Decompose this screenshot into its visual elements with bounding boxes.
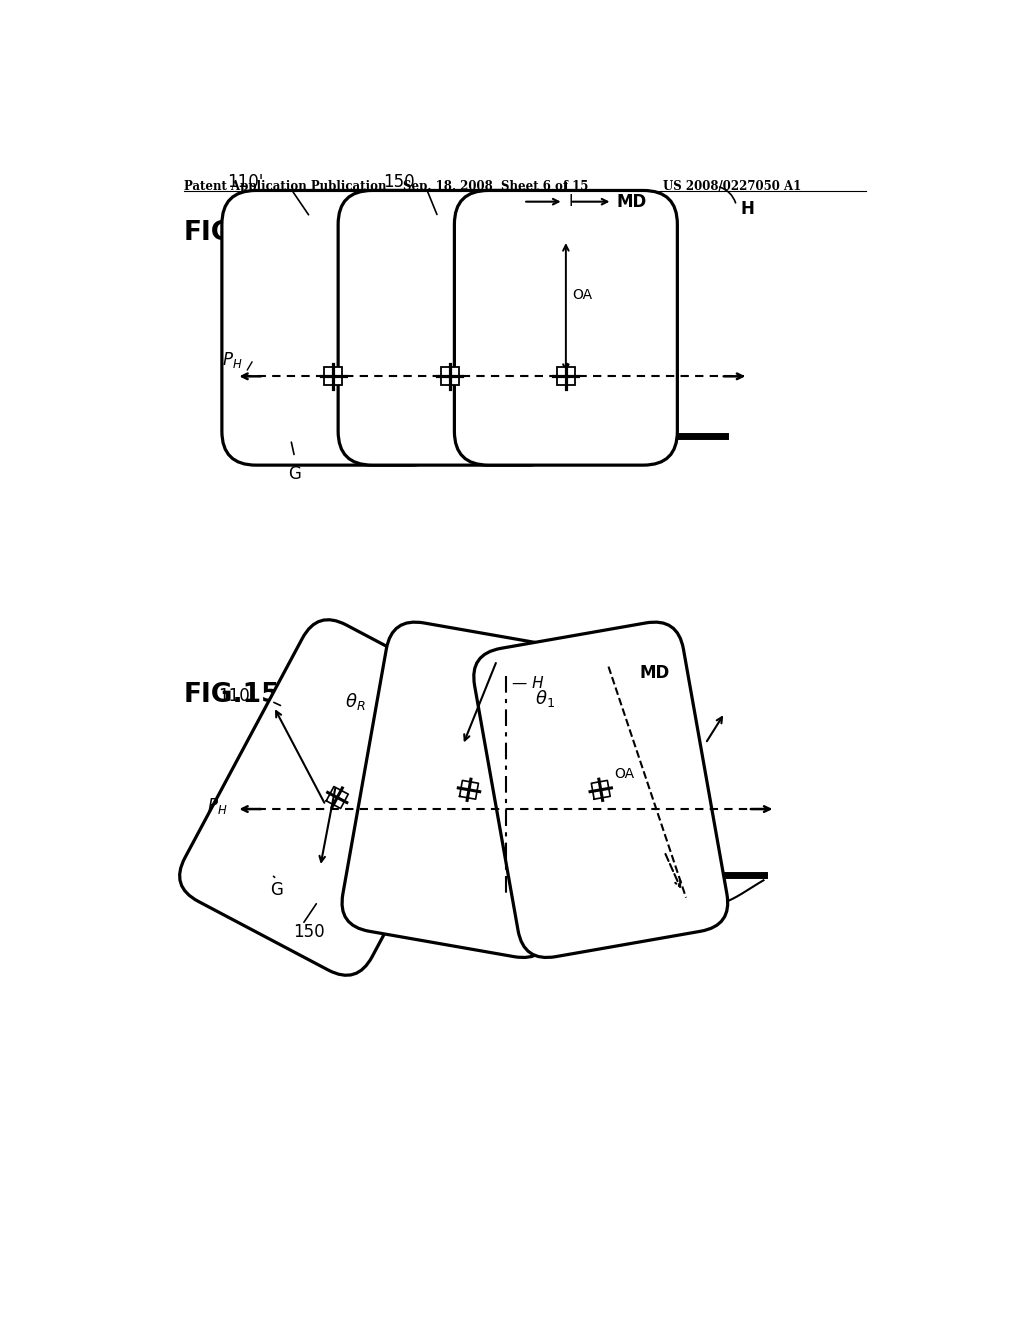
Text: $\theta_1$: $\theta_1$ [535, 689, 555, 709]
FancyBboxPatch shape [474, 622, 728, 957]
Text: 150: 150 [293, 923, 325, 941]
Text: FIG.11: FIG.11 [183, 220, 281, 246]
Text: — H: — H [512, 676, 544, 690]
Text: $P_H$: $P_H$ [222, 350, 243, 370]
Text: $P_H$: $P_H$ [207, 796, 227, 816]
Text: OA: OA [572, 288, 592, 302]
Text: I: I [568, 194, 572, 209]
Text: G: G [288, 465, 301, 483]
Bar [557, 367, 574, 385]
Text: $\theta_R$: $\theta_R$ [345, 690, 366, 711]
FancyBboxPatch shape [338, 190, 561, 465]
Text: OA: OA [614, 767, 635, 781]
Bar [440, 367, 459, 385]
Text: G: G [270, 880, 284, 899]
FancyBboxPatch shape [222, 190, 444, 465]
Text: 150: 150 [383, 173, 415, 191]
FancyBboxPatch shape [179, 619, 495, 975]
Text: Patent Application Publication: Patent Application Publication [183, 180, 386, 193]
Bar [325, 367, 342, 385]
Text: Sep. 18, 2008  Sheet 6 of 15: Sep. 18, 2008 Sheet 6 of 15 [403, 180, 589, 193]
Text: MD: MD [640, 664, 670, 681]
Text: US 2008/0227050 A1: US 2008/0227050 A1 [663, 180, 801, 193]
FancyBboxPatch shape [342, 622, 596, 957]
Text: MD: MD [616, 193, 646, 211]
Text: H: H [740, 201, 754, 218]
Text: 110: 110 [218, 686, 250, 705]
Text: FIG.15: FIG.15 [183, 682, 281, 708]
FancyBboxPatch shape [455, 190, 677, 465]
Text: 110': 110' [227, 173, 263, 191]
